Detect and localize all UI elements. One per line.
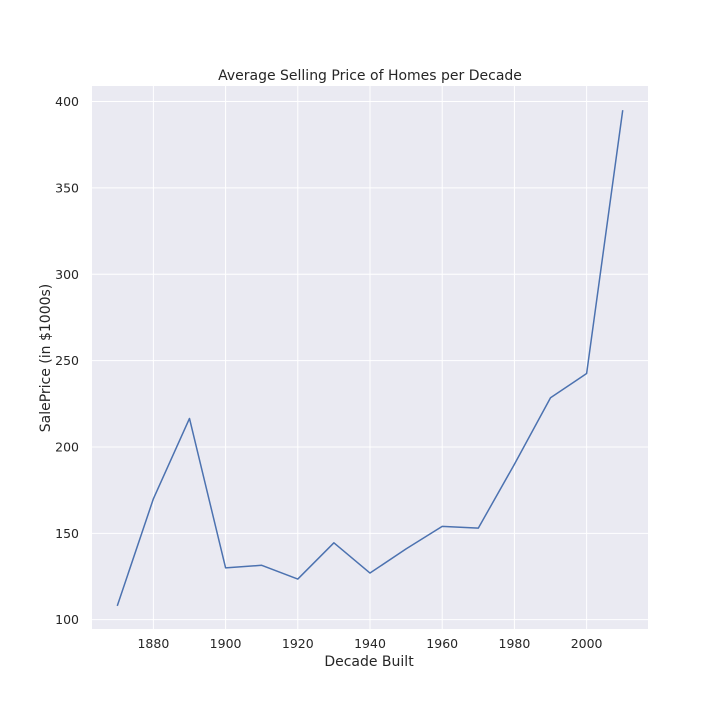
y-tick-labels: 100 150 200 250 300 350 400	[55, 94, 79, 627]
y-tick-label: 100	[55, 612, 79, 627]
x-tick-label: 1920	[282, 636, 314, 651]
y-tick-label: 200	[55, 439, 79, 454]
y-tick-label: 350	[55, 180, 79, 195]
data-point	[296, 577, 300, 581]
data-point	[224, 566, 228, 570]
data-point	[585, 372, 589, 376]
y-tick-label: 150	[55, 526, 79, 541]
x-tick-label: 1960	[426, 636, 458, 651]
data-point	[260, 563, 264, 567]
data-point	[440, 524, 444, 528]
y-tick-label: 400	[55, 94, 79, 109]
x-tick-label: 1980	[499, 636, 531, 651]
data-point	[332, 541, 336, 545]
data-point	[368, 571, 372, 575]
y-tick-label: 300	[55, 267, 79, 282]
data-point	[404, 547, 408, 551]
y-axis-label: SalePrice (in $1000s)	[38, 284, 54, 433]
data-point	[621, 108, 625, 112]
series-line	[116, 110, 624, 607]
y-tick-label: 250	[55, 353, 79, 368]
x-tick-label: 1880	[137, 636, 169, 651]
data-point	[115, 604, 119, 608]
data-point	[476, 526, 480, 530]
x-tick-labels: 1880 1900 1920 1940 1960 1980 2000	[137, 636, 602, 651]
x-axis-label: Decade Built	[324, 654, 414, 670]
data-point	[549, 396, 553, 400]
data-point	[151, 497, 155, 501]
grid-lines	[92, 86, 648, 629]
x-tick-label: 1900	[210, 636, 242, 651]
data-point	[187, 416, 191, 420]
series-lines	[115, 108, 625, 608]
x-tick-label: 2000	[571, 636, 603, 651]
chart-title: Average Selling Price of Homes per Decad…	[218, 68, 522, 84]
data-point	[512, 462, 516, 466]
x-tick-label: 1940	[354, 636, 386, 651]
